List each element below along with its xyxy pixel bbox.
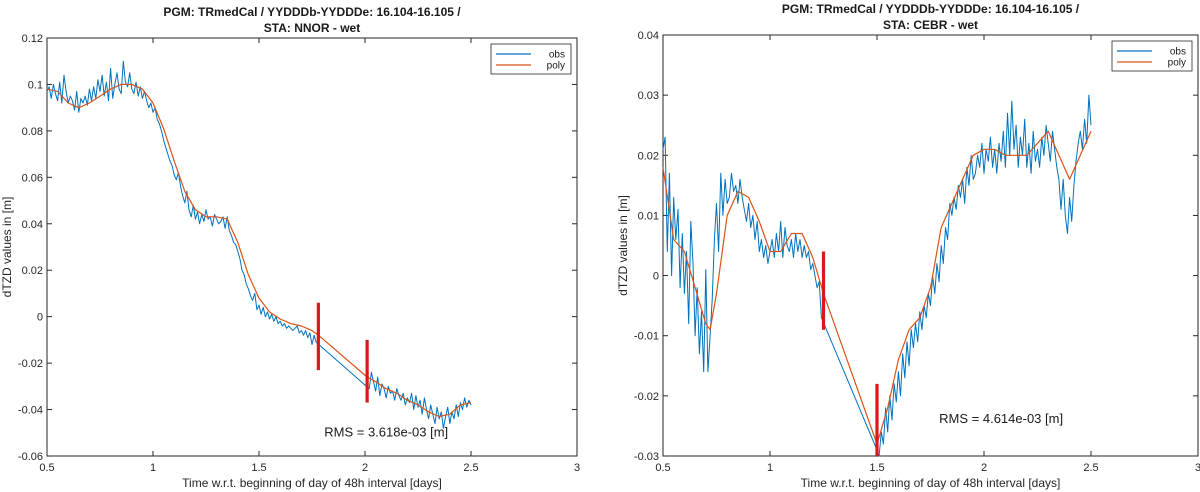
x-axis-label: Time w.r.t. beginning of day of 48h inte… [801,476,1061,490]
x-tick-label: 1.5 [251,462,266,474]
x-tick-label: 1 [150,462,156,474]
y-tick-label: -0.04 [18,405,43,417]
series-line-poly [662,130,1092,445]
x-tick-label: 0.5 [39,462,54,474]
x-tick-label: 2 [362,462,368,474]
y-tick-label: 0.04 [22,219,43,231]
x-tick-label: 2.5 [1083,462,1098,474]
x-tick-label: 1.5 [869,462,884,474]
y-tick-label: 0 [653,271,659,283]
x-tick-label: 3 [574,462,580,474]
plot-area [46,37,578,457]
y-tick-label: 0.06 [22,172,43,184]
y-tick-label: 0.12 [22,33,43,45]
series-line-obs [662,94,1092,457]
legend-label-obs: obs [1170,47,1186,58]
chart-title-line1: PGM: TRmedCal / YYDDDb-YYDDDe: 16.104-16… [782,2,1080,16]
chart-title-line1: PGM: TRmedCal / YYDDDb-YYDDDe: 16.104-16… [163,5,461,19]
y-tick-label: 0.01 [638,210,659,222]
plot-area [662,34,1199,457]
chart-title-line2: STA: CEBR - wet [883,18,978,32]
y-tick-label: 0.03 [638,90,659,102]
y-tick-label: -0.01 [634,331,659,343]
y-tick-label: -0.02 [18,358,43,370]
rms-annotation: RMS = 3.618e-03 [m] [324,424,448,439]
y-axis-label: dTZD values in [m] [0,197,14,298]
chart-title-line2: STA: NNOR - wet [264,21,360,35]
y-tick-label: 0.02 [22,265,43,277]
x-tick-label: 2.5 [463,462,478,474]
chart-nnor: PGM: TRmedCal / YYDDDb-YYDDDe: 16.104-16… [0,5,580,490]
y-tick-label: 0.04 [638,30,659,42]
x-tick-label: 3 [1195,462,1200,474]
y-tick-label: -0.03 [634,451,659,463]
x-axis-label: Time w.r.t. beginning of day of 48h inte… [182,476,442,490]
legend-label-obs: obs [549,50,565,61]
y-tick-label: -0.02 [634,391,659,403]
x-tick-label: 0.5 [655,462,670,474]
legend-label-poly: poly [1168,58,1186,69]
chart-cebr: PGM: TRmedCal / YYDDDb-YYDDDe: 16.104-16… [616,2,1200,490]
y-tick-label: 0.02 [638,150,659,162]
legend-box [490,43,572,75]
x-tick-label: 1 [767,462,773,474]
y-tick-label: 0 [37,312,43,324]
y-tick-label: 0.1 [28,79,43,91]
rms-annotation: RMS = 4.614e-03 [m] [939,411,1063,426]
legend-box [1111,40,1193,72]
x-tick-label: 2 [981,462,987,474]
legend-label-poly: poly [547,61,565,72]
series-line-poly [46,83,472,418]
y-axis-label: dTZD values in [m] [616,195,630,296]
y-tick-label: 0.08 [22,126,43,138]
y-tick-label: -0.06 [18,451,43,463]
